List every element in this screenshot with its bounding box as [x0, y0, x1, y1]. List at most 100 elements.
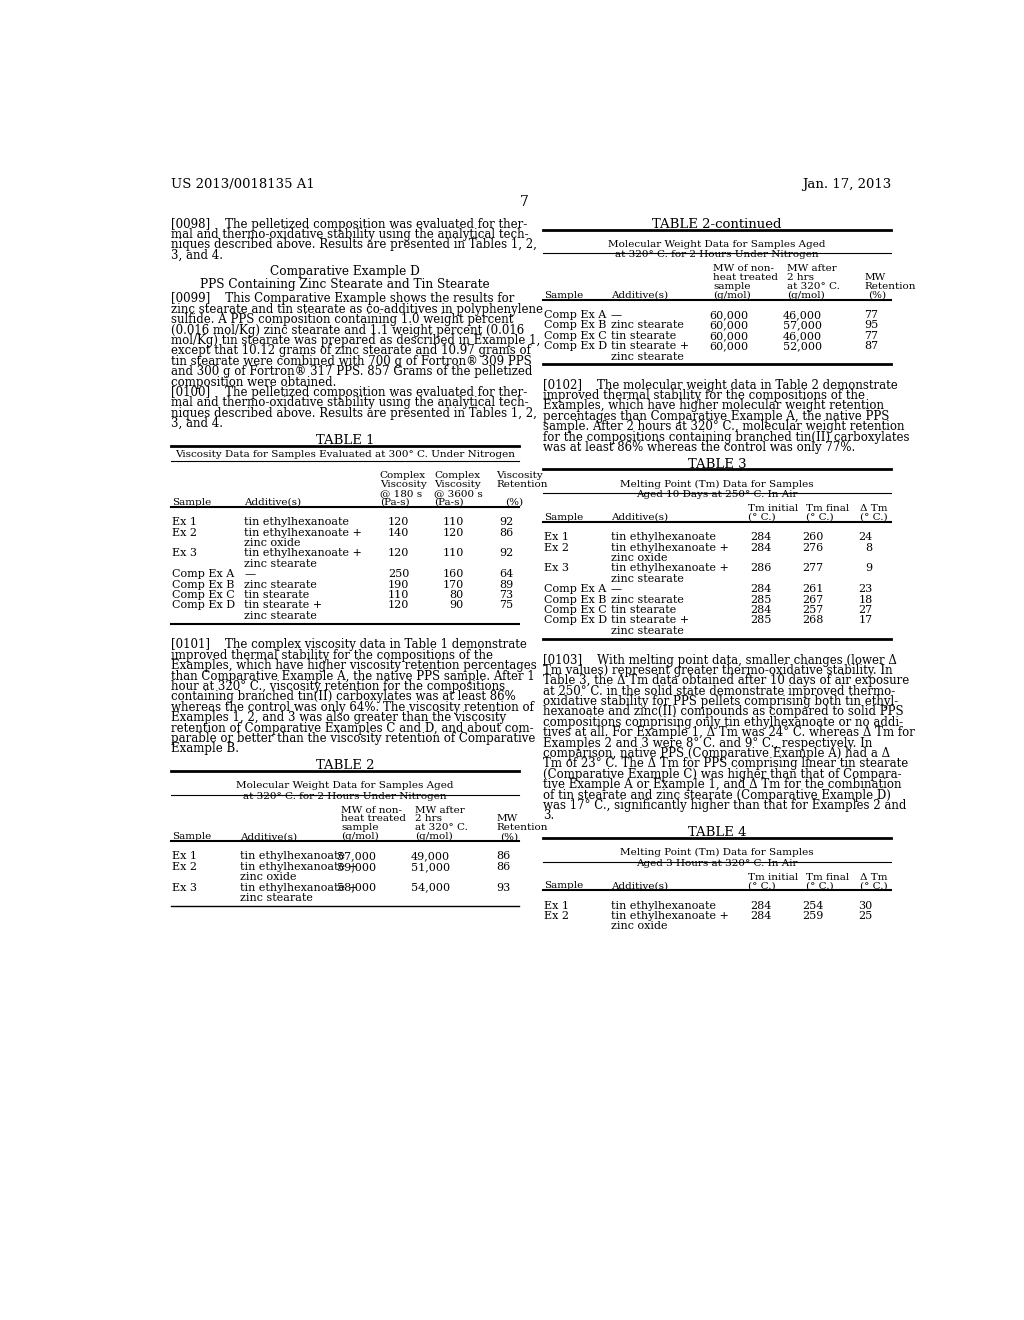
Text: @ 180 s: @ 180 s: [380, 490, 422, 498]
Text: Comp Ex B: Comp Ex B: [544, 321, 606, 330]
Text: [0100]    The pelletized composition was evaluated for ther-: [0100] The pelletized composition was ev…: [171, 385, 527, 399]
Text: 2 hrs: 2 hrs: [786, 273, 814, 282]
Text: TABLE 4: TABLE 4: [688, 826, 746, 840]
Text: 9: 9: [865, 564, 872, 573]
Text: [0099]    This Comparative Example shows the results for: [0099] This Comparative Example shows th…: [171, 293, 514, 305]
Text: Comp Ex A: Comp Ex A: [172, 569, 234, 579]
Text: 93: 93: [496, 883, 510, 892]
Text: Examples, which have higher viscosity retention percentages: Examples, which have higher viscosity re…: [171, 659, 537, 672]
Text: (° C.): (° C.): [748, 513, 775, 521]
Text: hexanoate and zinc(II) compounds as compared to solid PPS: hexanoate and zinc(II) compounds as comp…: [543, 705, 903, 718]
Text: 77: 77: [864, 310, 879, 319]
Text: was at least 86% whereas the control was only 77%.: was at least 86% whereas the control was…: [543, 441, 855, 454]
Text: Aged 3 Hours at 320° C. In Air: Aged 3 Hours at 320° C. In Air: [636, 859, 798, 867]
Text: 87: 87: [864, 342, 879, 351]
Text: (g/mol): (g/mol): [786, 290, 824, 300]
Text: zinc oxide: zinc oxide: [611, 553, 668, 564]
Text: 17: 17: [859, 615, 872, 626]
Text: 23: 23: [858, 585, 872, 594]
Text: 110: 110: [442, 517, 464, 527]
Text: tin stearate were combined with 700 g of Fortron® 309 PPS: tin stearate were combined with 700 g of…: [171, 355, 531, 368]
Text: 170: 170: [442, 579, 464, 590]
Text: Additive(s): Additive(s): [611, 882, 668, 891]
Text: Tm initial: Tm initial: [748, 504, 799, 513]
Text: whereas the control was only 64%. The viscosity retention of: whereas the control was only 64%. The vi…: [171, 701, 534, 714]
Text: —: —: [245, 569, 255, 579]
Text: (%): (%): [868, 290, 886, 300]
Text: tin ethylhexanoate +: tin ethylhexanoate +: [241, 862, 358, 871]
Text: zinc oxide: zinc oxide: [611, 921, 668, 932]
Text: tin ethylhexanoate: tin ethylhexanoate: [611, 532, 716, 543]
Text: 284: 284: [750, 605, 771, 615]
Text: 284: 284: [750, 532, 771, 543]
Text: Comp Ex D: Comp Ex D: [544, 342, 607, 351]
Text: TABLE 2: TABLE 2: [315, 759, 374, 772]
Text: improved thermal stability for the compositions of the: improved thermal stability for the compo…: [171, 649, 493, 661]
Text: 18: 18: [858, 594, 872, 605]
Text: at 320° C. for 2 Hours Under Nitrogen: at 320° C. for 2 Hours Under Nitrogen: [243, 792, 446, 801]
Text: hour at 320° C., viscosity retention for the compositions: hour at 320° C., viscosity retention for…: [171, 680, 505, 693]
Text: tin stearate: tin stearate: [245, 590, 309, 601]
Text: 57,000: 57,000: [782, 321, 821, 330]
Text: Comparative Example D: Comparative Example D: [270, 265, 420, 279]
Text: tin ethylhexanoate: tin ethylhexanoate: [611, 900, 716, 911]
Text: 60,000: 60,000: [709, 331, 748, 341]
Text: (Pa-s): (Pa-s): [380, 498, 410, 507]
Text: 8: 8: [865, 543, 872, 553]
Text: zinc stearate: zinc stearate: [611, 626, 684, 636]
Text: 24: 24: [858, 532, 872, 543]
Text: 95: 95: [864, 321, 879, 330]
Text: 80: 80: [450, 590, 464, 601]
Text: 120: 120: [442, 528, 464, 537]
Text: tin ethylhexanoate +: tin ethylhexanoate +: [245, 548, 362, 558]
Text: Sample: Sample: [172, 498, 211, 507]
Text: heat treated: heat treated: [341, 814, 407, 824]
Text: 260: 260: [802, 532, 823, 543]
Text: Δ Tm: Δ Tm: [860, 504, 888, 513]
Text: 250: 250: [388, 569, 410, 579]
Text: improved thermal stability for the compositions of the: improved thermal stability for the compo…: [543, 389, 864, 403]
Text: Melting Point (Tm) Data for Samples: Melting Point (Tm) Data for Samples: [621, 480, 814, 488]
Text: zinc stearate and tin stearate as co-additives in polyphenylene: zinc stearate and tin stearate as co-add…: [171, 302, 543, 315]
Text: 49,000: 49,000: [411, 851, 450, 862]
Text: 140: 140: [388, 528, 410, 537]
Text: 46,000: 46,000: [782, 310, 821, 319]
Text: 86: 86: [499, 528, 513, 537]
Text: sample. After 2 hours at 320° C., molecular weight retention: sample. After 2 hours at 320° C., molecu…: [543, 420, 904, 433]
Text: 59,000: 59,000: [337, 862, 376, 871]
Text: 54,000: 54,000: [411, 883, 450, 892]
Text: tin ethylhexanoate +: tin ethylhexanoate +: [245, 528, 362, 537]
Text: Additive(s): Additive(s): [611, 290, 668, 300]
Text: 52,000: 52,000: [782, 342, 821, 351]
Text: heat treated: heat treated: [713, 273, 778, 282]
Text: Tm final: Tm final: [806, 873, 849, 882]
Text: tin stearate +: tin stearate +: [611, 615, 689, 626]
Text: sulfide. A PPS composition containing 1.0 weight percent: sulfide. A PPS composition containing 1.…: [171, 313, 513, 326]
Text: 89: 89: [499, 579, 513, 590]
Text: Table 3, the Δ Tm data obtained after 10 days of air exposure: Table 3, the Δ Tm data obtained after 10…: [543, 675, 909, 688]
Text: (%): (%): [506, 498, 523, 507]
Text: 120: 120: [388, 601, 410, 610]
Text: —: —: [611, 310, 622, 319]
Text: TABLE 2-continued: TABLE 2-continued: [652, 218, 781, 231]
Text: Ex 3: Ex 3: [172, 548, 198, 558]
Text: comparison, native PPS (Comparative Example A) had a Δ: comparison, native PPS (Comparative Exam…: [543, 747, 890, 760]
Text: 120: 120: [388, 517, 410, 527]
Text: Viscosity: Viscosity: [434, 480, 481, 490]
Text: 60,000: 60,000: [709, 321, 748, 330]
Text: tin ethylhexanoate +: tin ethylhexanoate +: [611, 911, 729, 921]
Text: 3, and 4.: 3, and 4.: [171, 417, 222, 430]
Text: Ex 1: Ex 1: [544, 532, 569, 543]
Text: 90: 90: [450, 601, 464, 610]
Text: —: —: [611, 585, 622, 594]
Text: Comp Ex A: Comp Ex A: [544, 310, 606, 319]
Text: [0098]    The pelletized composition was evaluated for ther-: [0098] The pelletized composition was ev…: [171, 218, 527, 231]
Text: (° C.): (° C.): [748, 882, 775, 891]
Text: 267: 267: [802, 594, 823, 605]
Text: Sample: Sample: [172, 832, 211, 841]
Text: 86: 86: [496, 862, 510, 871]
Text: TABLE 1: TABLE 1: [315, 434, 374, 446]
Text: Examples, which have higher molecular weight retention: Examples, which have higher molecular we…: [543, 400, 884, 412]
Text: percentages than Comparative Example A, the native PPS: percentages than Comparative Example A, …: [543, 409, 889, 422]
Text: mol/Kg) tin stearate was prepared as described in Example 1,: mol/Kg) tin stearate was prepared as des…: [171, 334, 540, 347]
